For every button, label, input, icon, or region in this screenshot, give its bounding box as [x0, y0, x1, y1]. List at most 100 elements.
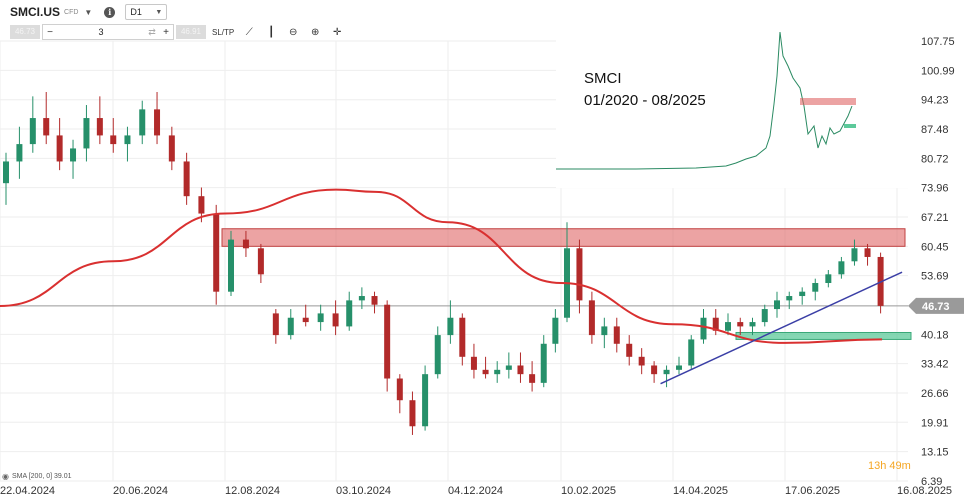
candle-body: [302, 317, 309, 323]
quantity-increase-button[interactable]: +: [163, 26, 169, 38]
long-term-chart-inset: [556, 16, 908, 188]
candle-body: [198, 196, 205, 214]
trend-line: [660, 271, 903, 385]
price-axis-label: 53.69: [921, 271, 949, 283]
candle-body: [749, 322, 756, 327]
price-axis-label: 19.91: [921, 417, 949, 429]
candle-body: [110, 135, 117, 145]
timeframe-select[interactable]: D1 ▼: [125, 4, 168, 20]
candle-body: [83, 118, 90, 149]
reset-icon[interactable]: ⇄: [148, 26, 156, 37]
candle-body: [540, 343, 547, 383]
price-axis-label: 40.18: [921, 329, 949, 341]
price-axis-label: 94.23: [921, 95, 949, 107]
price-axis: 107.75 100.99 94.23 87.48 80.72 73.96 67.21 60.…: [921, 36, 955, 488]
candle-body: [384, 304, 391, 379]
line-chart-icon[interactable]: ⟋: [245, 26, 253, 38]
candle-body: [663, 369, 670, 375]
price-axis-label: 26.66: [921, 388, 949, 400]
inset-title: SMCI 01/2020 - 08/2025: [584, 68, 706, 112]
candle-body: [799, 291, 806, 297]
symbol-name: SMCI.US: [10, 5, 61, 19]
candle-body: [517, 365, 524, 375]
sell-price-button[interactable]: 46.73: [10, 25, 40, 39]
candles-icon[interactable]: ┃: [268, 26, 275, 38]
sma-legend-text: SMA [200, 0] 39.01: [11, 473, 72, 480]
candle-body: [737, 322, 744, 327]
quantity-stepper[interactable]: − 3 ⇄ +: [42, 24, 174, 40]
candle-body: [183, 161, 190, 197]
candle-body: [864, 248, 871, 257]
date-axis-label: 16.08.2025: [897, 485, 952, 497]
candle-body: [422, 374, 429, 427]
eye-icon[interactable]: ◉: [2, 472, 9, 481]
candle-body: [332, 313, 339, 327]
quantity-decrease-button[interactable]: −: [47, 26, 53, 38]
price-axis-label: 60.45: [921, 241, 949, 253]
resistance-zone[interactable]: [221, 228, 906, 247]
candle-body: [409, 400, 416, 427]
price-axis-label: 67.21: [921, 212, 949, 224]
candle-body: [3, 161, 9, 184]
candle-body: [725, 322, 731, 331]
candle-body: [712, 317, 719, 331]
candle-body: [358, 296, 365, 301]
crosshair-icon[interactable]: ✛: [333, 26, 342, 38]
inset-support-zone: [844, 124, 856, 128]
candle-body: [552, 317, 559, 344]
candle-body: [700, 317, 707, 340]
chevron-down-icon: ▼: [155, 8, 163, 16]
candle-body: [470, 356, 477, 370]
current-price-tag-text: 46.73: [922, 301, 950, 313]
candle-body: [774, 300, 780, 310]
inset-title-symbol: SMCI: [584, 70, 622, 87]
date-axis-label: 14.04.2025: [673, 485, 728, 497]
candle-body: [825, 274, 832, 284]
sma-legend[interactable]: ◉ SMA [200, 0] 39.01: [2, 472, 72, 481]
candle-body: [494, 369, 501, 375]
date-axis: 22.04.2024 20.06.2024 12.08.2024 03.10.2024…: [0, 485, 952, 497]
candle-body: [257, 248, 264, 275]
candle-body: [851, 248, 858, 262]
quantity-input[interactable]: 3: [98, 27, 104, 37]
chevron-down-icon: ▼: [84, 7, 93, 17]
sltp-button[interactable]: SL/TP: [212, 27, 235, 37]
price-axis-label: 33.42: [921, 359, 949, 371]
candle-body: [601, 326, 608, 336]
current-price-tag: 46.73: [908, 297, 964, 314]
inset-title-range: 01/2020 - 08/2025: [584, 92, 706, 109]
instrument-type: CFD: [64, 8, 79, 16]
price-axis-label: 100.99: [921, 65, 955, 77]
buy-price-button[interactable]: 46.91: [176, 25, 206, 39]
candle-body: [651, 365, 658, 375]
date-axis-label: 20.06.2024: [113, 485, 168, 497]
date-axis-label: 03.10.2024: [336, 485, 391, 497]
chart-zones: [221, 228, 912, 340]
symbol-selector[interactable]: SMCI.US CFD ▼: [10, 5, 92, 19]
candle-body: [638, 356, 645, 366]
date-axis-label: 10.02.2025: [561, 485, 616, 497]
inset-resistance-zone: [800, 98, 856, 105]
zoom-in-icon[interactable]: ⊕: [311, 26, 320, 38]
price-axis-label: 107.75: [921, 36, 955, 48]
date-axis-label: 17.06.2025: [785, 485, 840, 497]
candle-body: [459, 317, 466, 357]
candle-body: [371, 296, 378, 305]
candle-body: [761, 309, 768, 323]
date-axis-label: 12.08.2024: [225, 485, 280, 497]
candle-body: [676, 365, 682, 370]
candle-body: [124, 135, 131, 145]
candle-body: [396, 378, 403, 401]
zoom-out-icon[interactable]: ⊖: [289, 26, 298, 38]
candle-body: [447, 317, 454, 336]
chart-grid: [0, 40, 908, 482]
candle-body: [588, 300, 595, 336]
info-icon[interactable]: i: [104, 6, 116, 18]
candle-body: [70, 148, 77, 162]
candle-body: [613, 326, 620, 344]
price-axis-label: 13.15: [921, 447, 949, 459]
candle-body: [272, 313, 279, 336]
candle-body: [43, 118, 50, 136]
price-axis-label: 6.39: [921, 476, 942, 488]
